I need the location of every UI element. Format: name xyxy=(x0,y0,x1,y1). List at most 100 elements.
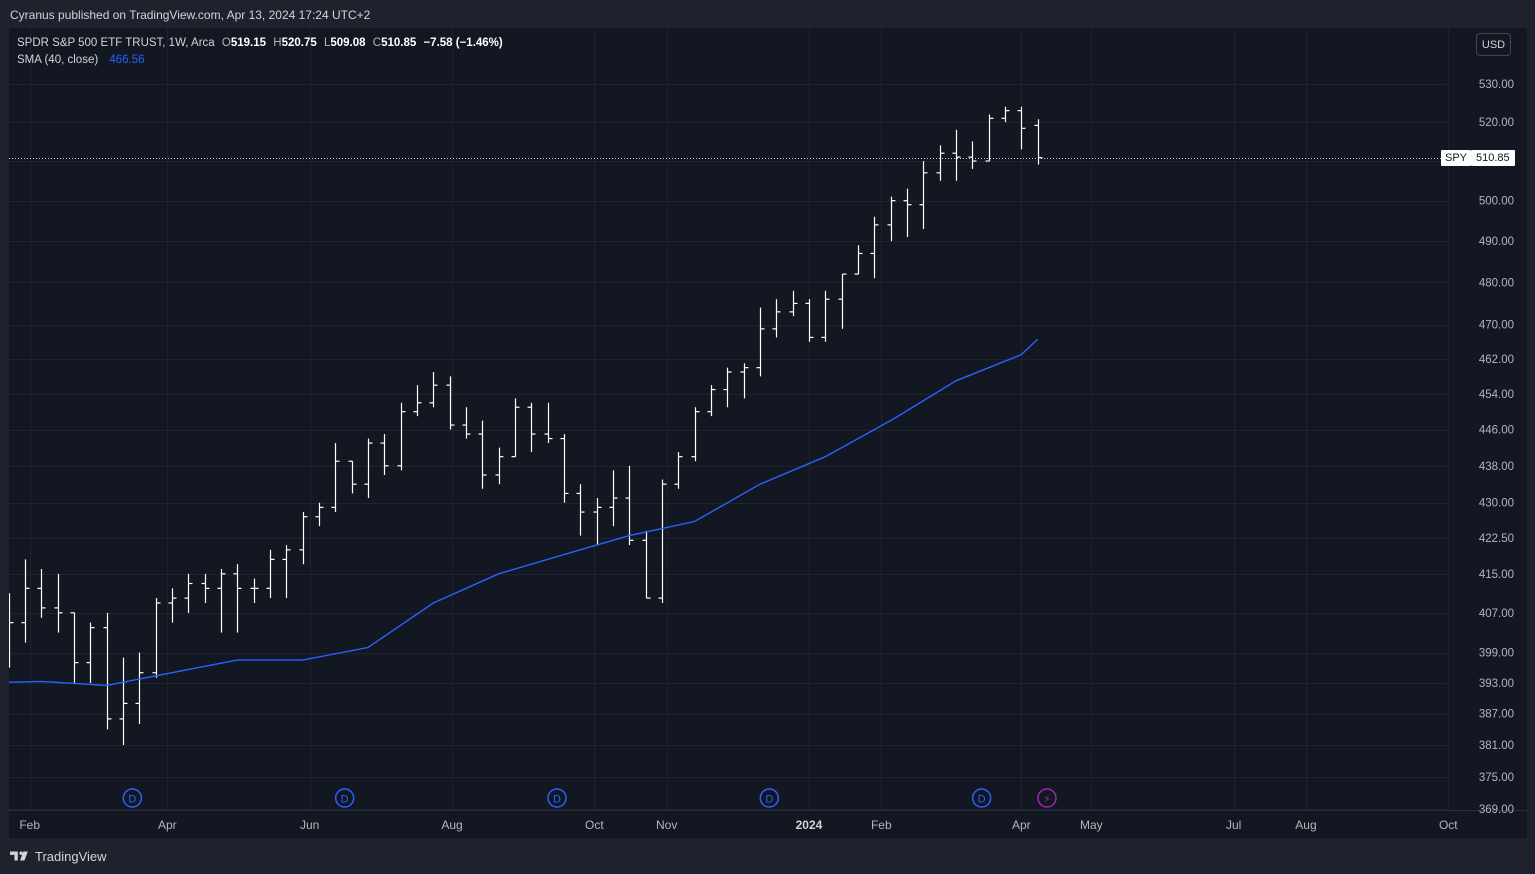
ohlc-bar xyxy=(299,512,308,565)
dividend-icon: D xyxy=(553,794,561,806)
dividend-badge-circle xyxy=(547,788,567,808)
price-tick-label: 375.00 xyxy=(1479,772,1514,784)
earnings-marker[interactable]: ⚡ xyxy=(1037,788,1057,808)
price-tick-label: 369.00 xyxy=(1479,804,1514,816)
price-chart[interactable]: 369.00 375.00 381.00 387.00 393.00 399.00 407.… xyxy=(9,28,1527,838)
ohlc-bar xyxy=(805,299,814,342)
ohlc-bar xyxy=(21,559,30,643)
ohlc-bar xyxy=(1034,119,1043,165)
ohlc-bar xyxy=(250,578,259,603)
dividend-marker[interactable]: D xyxy=(334,788,355,808)
ohlc-bar xyxy=(642,530,651,599)
low-value: 509.08 xyxy=(330,37,366,49)
ohlc-bar xyxy=(838,273,847,329)
ohlc-bar xyxy=(86,622,95,683)
ohlc-bar xyxy=(348,460,357,494)
price-tick-label: 381.00 xyxy=(1479,740,1514,752)
symbol-description[interactable]: SPDR S&P 500 ETF TRUST, 1W, Arca xyxy=(17,37,215,49)
dividend-icon: D xyxy=(765,794,773,806)
price-tick-label: 462.00 xyxy=(1479,354,1514,366)
ohlc-bar xyxy=(511,398,520,458)
dividend-icon: D xyxy=(978,794,986,806)
time-tick-label: Nov xyxy=(656,818,677,832)
ohlc-bar xyxy=(985,114,994,162)
time-tick-label: Jun xyxy=(300,818,319,832)
sma-line xyxy=(9,338,1039,687)
price-tick-label: 500.00 xyxy=(1479,196,1514,208)
currency-button[interactable]: USD xyxy=(1476,33,1511,56)
publish-info: Cyranus published on TradingView.com, Ap… xyxy=(10,8,371,22)
dividend-icon: D xyxy=(341,794,349,806)
close-value: 510.85 xyxy=(381,37,417,49)
low-label: L xyxy=(323,37,331,49)
ohlc-bar xyxy=(707,385,716,417)
dividend-badge-circle xyxy=(122,788,143,808)
ohlc-bar xyxy=(544,402,553,444)
ohlc-bar xyxy=(723,367,732,408)
ohlc-bar xyxy=(233,564,242,633)
price-tick-label: 399.00 xyxy=(1479,648,1514,660)
ohlc-bar xyxy=(691,407,700,462)
dividend-badge-circle xyxy=(759,788,780,808)
ohlc-legend-row[interactable]: SPDR S&P 500 ETF TRUST, 1W, Arca O519.15… xyxy=(17,35,503,52)
chart-panel[interactable]: 369.00 375.00 381.00 387.00 393.00 399.00 407.… xyxy=(9,28,1527,838)
ohlc-bar xyxy=(854,245,863,275)
ohlc-bar xyxy=(37,569,46,618)
ohlc-bar xyxy=(560,434,569,503)
ohlc-bar xyxy=(380,434,389,475)
ohlc-bar xyxy=(462,407,471,439)
dividend-badge-circle xyxy=(334,788,355,808)
dividend-marker[interactable]: D xyxy=(971,788,992,808)
ohlc-bar xyxy=(413,385,422,417)
time-tick-label: Aug xyxy=(441,818,462,832)
brand-name: TradingView xyxy=(35,848,107,864)
open-label: O xyxy=(221,37,231,49)
price-tick-label: 430.00 xyxy=(1479,498,1514,510)
ohlc-bar xyxy=(756,307,765,377)
ohlc-bar xyxy=(495,447,504,485)
time-tick-label: Oct xyxy=(585,818,604,832)
time-tick-label: May xyxy=(1080,818,1103,832)
ohlc-bar xyxy=(870,216,879,279)
high-value: 520.75 xyxy=(281,37,317,49)
ohlc-bar xyxy=(658,479,667,603)
ohlc-bar xyxy=(821,290,830,342)
sma-legend-row[interactable]: SMA (40, close) 466.56 xyxy=(17,52,503,69)
price-tick-label: 470.00 xyxy=(1479,320,1514,332)
price-tick-label: 480.00 xyxy=(1479,277,1514,289)
price-tick-label: 387.00 xyxy=(1479,709,1514,721)
ohlc-bar xyxy=(968,141,977,169)
ohlc-bar xyxy=(70,612,79,683)
ohlc-bar xyxy=(152,598,161,678)
symbol-price-tag: SPY xyxy=(1441,150,1472,166)
dividend-icon: D xyxy=(128,794,136,806)
dividend-marker[interactable]: D xyxy=(547,788,567,808)
ohlc-bar xyxy=(217,569,226,633)
price-tick-label: 520.00 xyxy=(1479,117,1514,129)
ohlc-bar xyxy=(331,443,340,513)
ohlc-bar xyxy=(1017,106,1026,150)
ohlc-bar xyxy=(364,438,373,499)
last-price-tag: 510.85 xyxy=(1471,150,1515,166)
ohlc-bar xyxy=(201,573,210,603)
footer: TradingView xyxy=(0,838,1535,874)
ohlc-bar xyxy=(576,484,585,536)
chart-legend: SPDR S&P 500 ETF TRUST, 1W, Arca O519.15… xyxy=(17,35,503,69)
ohlc-bar xyxy=(593,498,602,546)
time-tick-label: Aug xyxy=(1295,818,1316,832)
sma-label[interactable]: SMA (40, close) xyxy=(17,54,99,66)
ohlc-bar xyxy=(266,549,275,599)
dividend-marker[interactable]: D xyxy=(759,788,780,808)
ohlc-bar xyxy=(903,188,912,238)
dividend-marker[interactable]: D xyxy=(122,788,143,808)
earnings-badge-circle xyxy=(1037,788,1057,808)
time-tick-label: Jul xyxy=(1226,818,1241,832)
ohlc-bar xyxy=(103,612,112,730)
ohlc-bar xyxy=(772,299,781,338)
brand[interactable]: TradingView xyxy=(10,848,107,864)
grid xyxy=(9,28,1449,810)
price-axis: 369.00 375.00 381.00 387.00 393.00 399.00 407.… xyxy=(1479,79,1514,816)
ohlc-bar xyxy=(282,545,291,599)
ohlc-bar xyxy=(429,372,438,408)
ohlc-bar xyxy=(54,573,63,633)
